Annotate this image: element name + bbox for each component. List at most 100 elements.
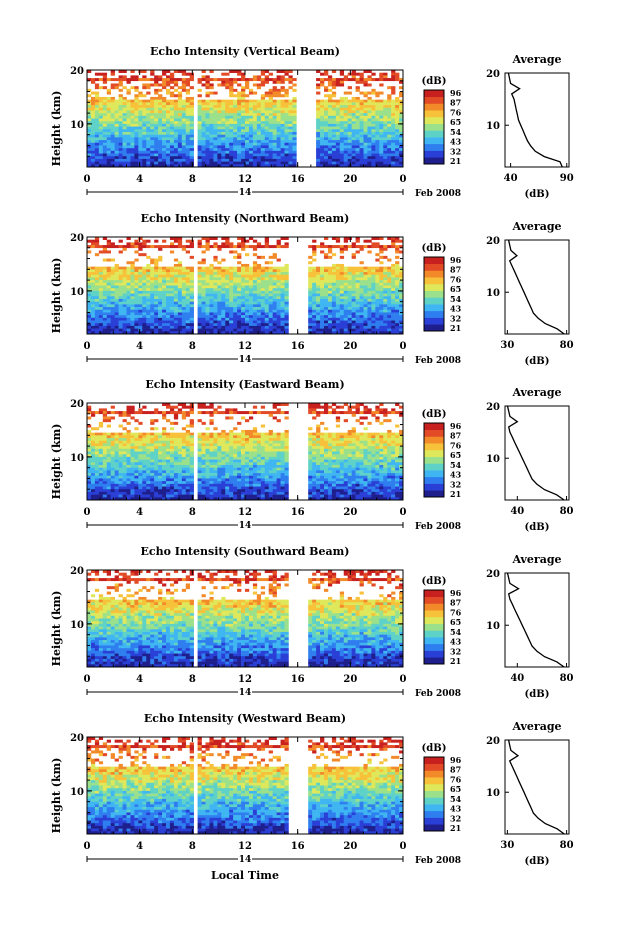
heatmap-cell — [379, 296, 383, 299]
heatmap-cell — [127, 487, 131, 490]
heatmap-cell — [158, 156, 162, 159]
heatmap-cell — [367, 302, 371, 305]
heatmap-cell — [261, 283, 265, 286]
heatmap-cell — [107, 119, 111, 122]
heatmap-cell — [99, 487, 103, 490]
heatmap-cell — [95, 245, 99, 248]
heatmap-cell — [328, 151, 332, 154]
heatmap-cell — [95, 329, 99, 332]
heatmap-cell — [229, 89, 233, 92]
colorbar-segment — [424, 90, 444, 97]
heatmap-cell — [95, 433, 99, 436]
heatmap-cell — [123, 318, 127, 321]
heatmap-cell — [379, 288, 383, 291]
heatmap-cell — [356, 78, 360, 81]
heatmap-cell — [277, 304, 281, 307]
heatmap-cell — [273, 108, 277, 111]
heatmap-cell — [344, 132, 348, 135]
heatmap-cell — [115, 143, 119, 146]
heatmap-cell — [213, 124, 217, 127]
heatmap-cell — [237, 151, 241, 154]
heatmap-cell — [371, 321, 375, 324]
heatmap-cell — [261, 116, 265, 119]
heatmap-cell — [261, 81, 265, 84]
heatmap-cell — [217, 307, 221, 310]
heatmap-cell — [281, 296, 285, 299]
heatmap-cell — [328, 113, 332, 116]
heatmap-cell — [166, 81, 170, 84]
heatmap-cell — [182, 326, 186, 329]
heatmap-cell — [213, 318, 217, 321]
heatmap-cell — [387, 86, 391, 89]
heatmap-cell — [225, 240, 229, 243]
heatmap-cell — [225, 102, 229, 105]
heatmap-cell — [391, 264, 395, 267]
heatmap-cell — [158, 277, 162, 280]
colorbar-segment — [424, 291, 444, 298]
heatmap-cell — [253, 326, 257, 329]
heatmap-cell — [178, 307, 182, 310]
heatmap-cell — [281, 156, 285, 159]
heatmap-cell — [312, 321, 316, 324]
heatmap-cell — [265, 296, 269, 299]
heatmap-cell — [206, 288, 210, 291]
heatmap-cell — [138, 113, 142, 116]
heatmap-cell — [356, 143, 360, 146]
heatmap-cell — [383, 275, 387, 278]
heatmap-cell — [324, 127, 328, 130]
heatmap-cell — [277, 283, 281, 286]
heatmap-cell — [379, 116, 383, 119]
heatmap-cell — [253, 151, 257, 154]
heatmap-cell — [178, 162, 182, 165]
heatmap-cell — [249, 105, 253, 108]
heatmap-cell — [265, 302, 269, 305]
heatmap-cell — [241, 124, 245, 127]
heatmap-cell — [348, 119, 352, 122]
heatmap-cell — [269, 296, 273, 299]
heatmap-cell — [119, 302, 123, 305]
heatmap-cell — [202, 127, 206, 130]
heatmap-cell — [217, 145, 221, 148]
heatmap-cell — [308, 245, 312, 248]
heatmap-cell — [217, 277, 221, 280]
heatmap-cell — [383, 78, 387, 81]
heatmap-cell — [209, 275, 213, 278]
heatmap-cell — [344, 121, 348, 124]
heatmap-cell — [170, 86, 174, 89]
heatmap-cell — [292, 110, 296, 113]
heatmap-cell — [158, 143, 162, 146]
heatmap-cell — [115, 446, 119, 449]
heatmap-cell — [87, 441, 91, 444]
heatmap-cell — [111, 283, 115, 286]
heatmap-cell — [269, 277, 273, 280]
heatmap-cell — [150, 102, 154, 105]
heatmap-cell — [367, 132, 371, 135]
heatmap-cell — [229, 280, 233, 283]
heatmap-cell — [115, 156, 119, 159]
heatmap-cell — [225, 312, 229, 315]
heatmap-cell — [387, 124, 391, 127]
heatmap-cell — [134, 454, 138, 457]
heatmap-cell — [387, 94, 391, 97]
heatmap-cell — [87, 460, 91, 463]
heatmap-cell — [186, 307, 190, 310]
heatmap-cell — [360, 248, 364, 251]
heatmap-cell — [166, 283, 170, 286]
heatmap-cell — [312, 294, 316, 297]
heatmap-cell — [138, 478, 142, 481]
heatmap-cell — [253, 275, 257, 278]
heatmap-cell — [87, 296, 91, 299]
heatmap-cell — [352, 148, 356, 151]
heatmap-cell — [241, 129, 245, 132]
heatmap-cell — [158, 140, 162, 143]
heatmap-cell — [91, 154, 95, 157]
heatmap-cell — [134, 468, 138, 471]
heatmap-cell — [206, 291, 210, 294]
heatmap-cell — [281, 307, 285, 310]
heatmap-cell — [107, 132, 111, 135]
heatmap-cell — [99, 492, 103, 495]
heatmap-cell — [115, 283, 119, 286]
heatmap-cell — [174, 280, 178, 283]
heatmap-cell — [285, 318, 289, 321]
heatmap-cell — [107, 433, 111, 436]
